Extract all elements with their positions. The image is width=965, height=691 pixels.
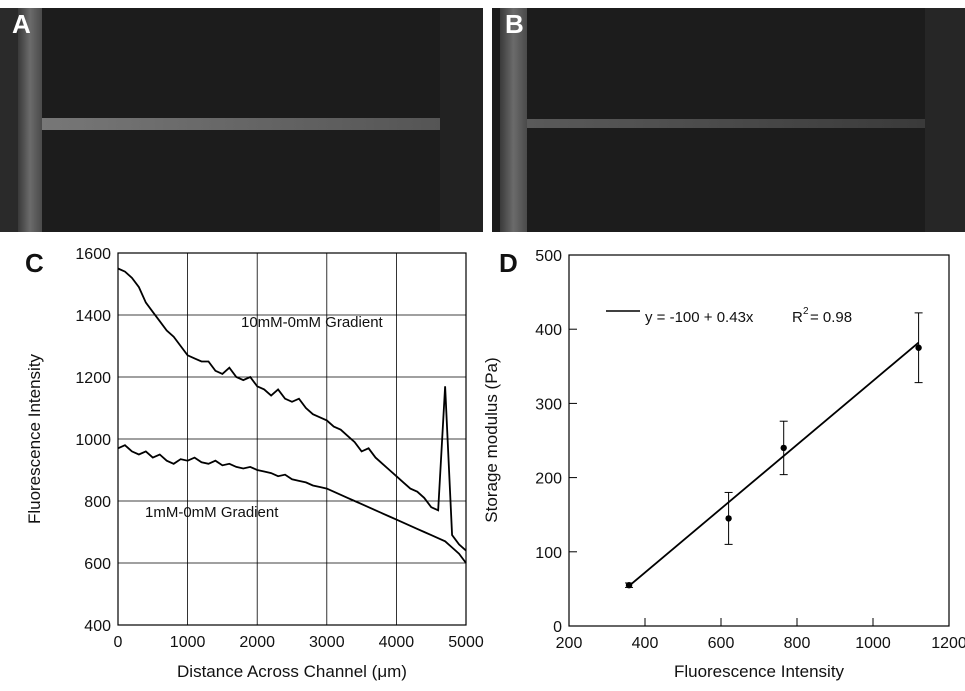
chart: C 0 1000 2000 3000 4000 5000 400 600 800 1000 1200 1…: [25, 246, 484, 681]
x-tick-label: 1000: [170, 634, 206, 651]
x-tick-label: 2000: [239, 634, 275, 651]
r2-label: R: [792, 309, 803, 326]
data-line: [117, 267, 467, 552]
image-a: A: [0, 8, 483, 232]
x-tick-label: 0: [114, 634, 123, 651]
y-tick-label: 1600: [75, 246, 111, 263]
y-tick-label: 1400: [75, 308, 111, 325]
r2-sup: 2: [803, 306, 809, 317]
data-line: [117, 444, 467, 564]
x-axis-title: Fluorescence Intensity: [674, 662, 845, 681]
x-tick-label: 1000: [855, 635, 891, 652]
annotation: 1mM-0mM Gradient: [145, 504, 279, 521]
panel-label: B: [505, 9, 524, 39]
annotation: 10mM-0mM Gradient: [241, 314, 384, 331]
x-tick-label: 1200: [931, 635, 965, 652]
data-point: [915, 344, 922, 351]
x-tick-label: 600: [708, 635, 735, 652]
y-tick-label: 300: [535, 396, 562, 413]
y-tick-label: 800: [84, 494, 111, 511]
y-tick-label: 0: [553, 619, 562, 636]
legend-label: y = -100 + 0.43x: [645, 309, 754, 326]
y-tick-label: 400: [535, 322, 562, 339]
x-tick-label: 400: [632, 635, 659, 652]
x-tick-label: 5000: [448, 634, 484, 651]
chart: D 200 400 600 800 1000 1200 0 100 200 300 400 500 Flu…: [482, 248, 965, 681]
y-tick-label: 100: [535, 545, 562, 562]
y-axis-title: Fluorescence Intensity: [25, 353, 44, 524]
data-point: [780, 444, 787, 452]
y-tick-label: 400: [84, 618, 111, 635]
y-axis-title: Storage modulus (Pa): [482, 357, 501, 522]
y-tick-label: 200: [535, 471, 562, 488]
plot-frame: [568, 254, 950, 627]
r2-value: = 0.98: [810, 309, 852, 326]
fit-line: [628, 341, 920, 587]
y-tick-label: 1000: [75, 432, 111, 449]
x-tick-label: 3000: [309, 634, 345, 651]
y-tick-label: 600: [84, 556, 111, 573]
data-point: [625, 581, 633, 589]
x-tick-label: 800: [784, 635, 811, 652]
y-tick-label: 1200: [75, 370, 111, 387]
y-tick-label: 500: [535, 248, 562, 265]
image-b: B: [492, 8, 965, 232]
x-axis-title: Distance Across Channel (μm): [177, 662, 407, 681]
x-tick-label: 200: [556, 635, 583, 652]
panel-label: D: [499, 248, 518, 278]
data-point: [725, 515, 732, 522]
panel-label: C: [25, 248, 44, 278]
x-tick-label: 4000: [379, 634, 415, 651]
panel-label: A: [12, 9, 31, 39]
